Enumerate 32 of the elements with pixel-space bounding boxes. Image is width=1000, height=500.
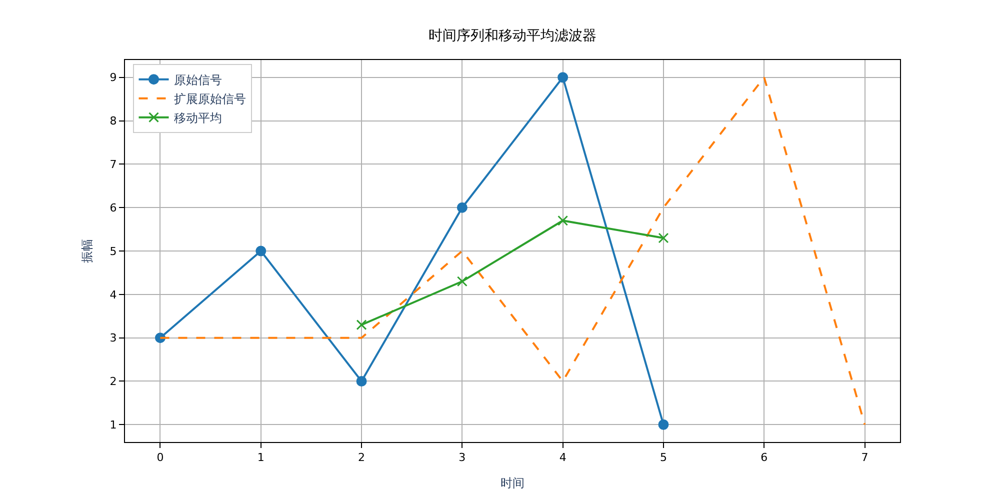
x-tick-label: 4 [559,451,566,464]
legend-label: 移动平均 [174,111,222,125]
point [558,215,568,226]
x-tick-label: 5 [660,451,667,464]
legend-label: 原始信号 [174,73,222,87]
y-tick-label: 1 [110,418,117,432]
x-axis-title: 时间 [500,476,524,490]
point [456,276,468,287]
y-tick-label: 6 [110,201,117,214]
legend-label: 扩展原始信号 [174,92,246,106]
y-tick-label: 8 [110,114,117,128]
x-tick-label: 1 [257,451,264,464]
point [256,246,266,256]
x-tick-label: 3 [458,451,466,464]
y-tick-label: 7 [110,158,117,172]
y-tick-label: 9 [110,71,117,84]
x-tick-label: 0 [156,451,164,464]
y-tick-label: 2 [110,375,117,388]
point [658,419,669,430]
x-tick-label: 7 [861,451,868,464]
y-tick-label: 3 [110,332,117,345]
y-tick-label: 4 [110,288,117,302]
y-tick-label: 5 [110,244,117,258]
x-tick-label: 2 [358,451,366,464]
point [356,376,367,386]
point [558,72,568,83]
point [456,202,468,213]
y-axis-title: 振幅 [80,239,94,263]
point [356,320,367,330]
chart-title: 时间序列和移动平均滤波器 [428,28,596,44]
point [658,232,669,244]
x-tick-label: 6 [760,451,768,464]
